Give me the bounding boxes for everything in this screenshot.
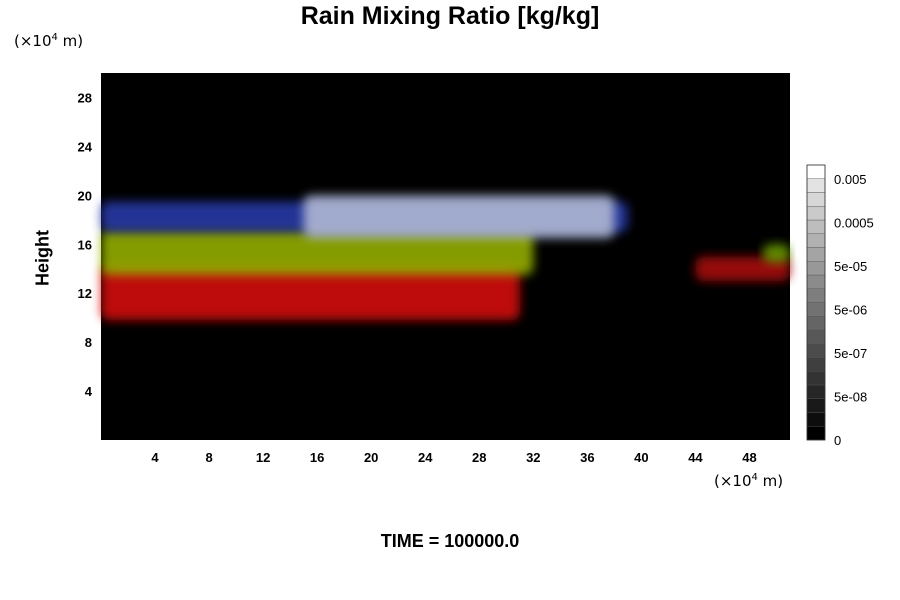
colorbar-level [806,357,826,372]
region-rain-patch-right-green [762,244,790,263]
x-tick-label: 16 [310,450,324,465]
colorbar-level [806,206,826,221]
colorbar-tick-label: 0 [834,433,841,448]
y-axis-unit: (×104 m) [14,32,84,50]
colorbar-level [806,343,826,358]
y-tick-label: 28 [78,90,92,105]
y-tick-label: 12 [78,286,92,301]
colorbar-level [806,384,826,399]
colorbar-level [806,219,826,234]
colorbar-level [806,233,826,248]
colorbar-level [806,274,826,289]
colorbar: 0.005 0.0005 5e-05 5e-06 5e-07 5e-08 0 [806,164,874,448]
colorbar-level [806,316,826,331]
colorbar-level [806,329,826,344]
x-tick-label: 12 [256,450,270,465]
colorbar-tick-label: 0.0005 [834,216,874,231]
x-tick-label: 28 [472,450,486,465]
region-rain-band-low [101,266,520,321]
x-ticks: 4 8 12 16 20 24 28 32 36 40 44 48 [151,450,756,465]
colorbar-level [806,302,826,317]
x-tick-label: 8 [205,450,212,465]
y-ticks: 4 8 12 16 20 24 28 [78,90,93,399]
y-tick-label: 24 [78,139,93,154]
colorbar-tick-label: 5e-08 [834,390,867,405]
data-regions [101,195,790,321]
chart-title: Rain Mixing Ratio [kg/kg] [300,2,600,30]
colorbar-tick-label: 5e-07 [834,346,867,361]
colorbar-tick-label: 5e-05 [834,259,867,274]
y-tick-label: 20 [78,188,92,203]
colorbar-level [806,164,826,179]
y-tick-label: 4 [85,384,93,399]
x-tick-label: 48 [742,450,756,465]
colorbar-level [806,398,826,413]
x-tick-label: 44 [688,450,703,465]
colorbar-tick-label: 0.005 [834,172,867,187]
x-tick-label: 4 [151,450,159,465]
colorbar-level [806,178,826,193]
region-rain-band-mid [101,229,534,275]
x-tick-label: 24 [418,450,433,465]
y-tick-label: 8 [85,335,92,350]
colorbar-tick-label: 5e-06 [834,303,867,318]
x-tick-label: 20 [364,450,378,465]
time-label: TIME = 100000.0 [380,531,520,551]
region-rain-patch-right [695,256,790,281]
colorbar-level [806,247,826,262]
y-tick-label: 16 [78,237,92,252]
colorbar-level [806,371,826,386]
colorbar-level [806,426,826,441]
x-tick-label: 36 [580,450,594,465]
colorbar-frame [806,164,826,441]
x-tick-label: 40 [634,450,648,465]
colorbar-level [806,261,826,276]
colorbar-level [806,412,826,427]
x-tick-label: 32 [526,450,540,465]
colorbar-level [806,192,826,207]
x-axis-unit: (×104 m) [714,472,784,490]
region-rain-band-top [303,195,615,239]
colorbar-level [806,288,826,303]
